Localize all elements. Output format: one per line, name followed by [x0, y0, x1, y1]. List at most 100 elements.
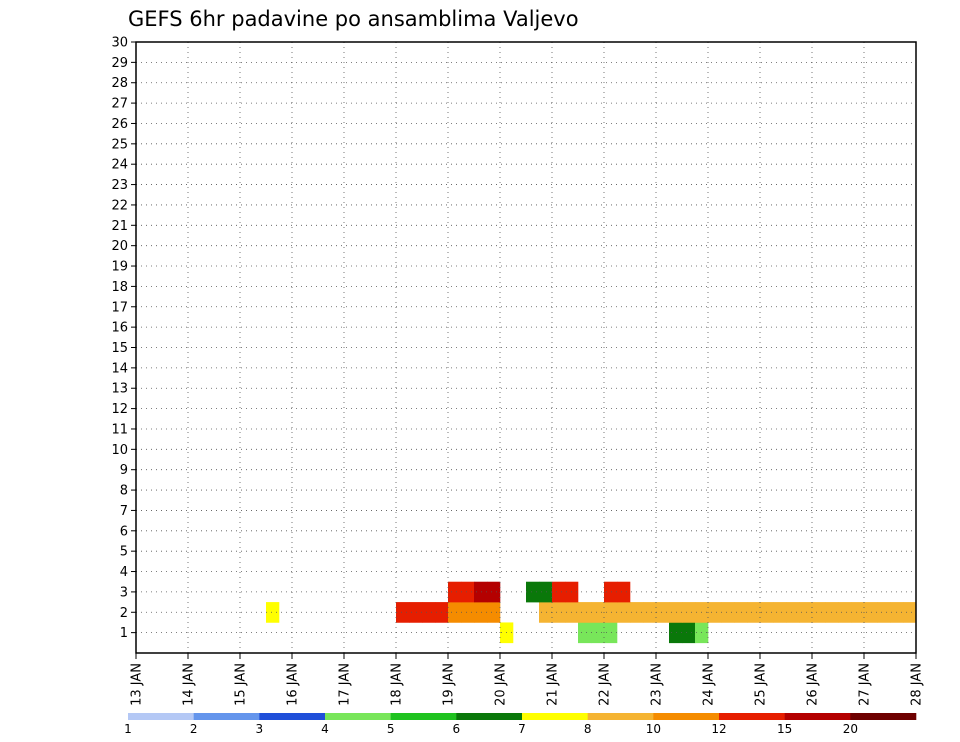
heatmap-cell [799, 602, 813, 623]
heatmap-cell [487, 602, 501, 623]
legend-color-swatch [522, 713, 588, 720]
heatmap-cell [708, 602, 722, 623]
legend-color-swatch [193, 713, 260, 720]
heatmap-cell [877, 602, 891, 623]
legend-level-label: 4 [321, 722, 329, 736]
y-axis-ticks: 1234567891011121314151617181920212223242… [111, 36, 136, 641]
legend-color-swatch [850, 713, 917, 720]
x-tick-label: 14 JAN [182, 663, 197, 706]
heatmap-cell [448, 602, 462, 623]
y-tick-label: 6 [120, 524, 128, 539]
y-tick-label: 7 [120, 504, 128, 519]
heatmap-cell [669, 602, 683, 623]
legend-level-label: 3 [256, 722, 264, 736]
x-tick-label: 17 JAN [338, 663, 353, 706]
heatmap-cell [578, 602, 592, 623]
heatmap-cell [747, 602, 761, 623]
y-tick-label: 16 [111, 321, 128, 336]
heatmap-cells [266, 581, 917, 644]
heatmap-cell [864, 602, 878, 623]
legend-level-label: 1 [124, 722, 132, 736]
x-tick-label: 26 JAN [806, 663, 821, 706]
x-tick-label: 27 JAN [858, 663, 873, 706]
y-tick-label: 19 [111, 260, 128, 275]
heatmap-cell [682, 602, 696, 623]
heatmap-cell [552, 602, 566, 623]
x-tick-label: 15 JAN [234, 663, 249, 706]
x-tick-label: 28 JAN [910, 663, 925, 706]
y-tick-label: 17 [111, 300, 128, 315]
heatmap-cell [773, 602, 787, 623]
legend-color-swatch [390, 713, 457, 720]
y-tick-label: 14 [111, 361, 128, 376]
heatmap-cell [617, 602, 631, 623]
heatmap-cell [682, 622, 696, 644]
heatmap-cell [604, 581, 618, 603]
y-tick-label: 30 [111, 36, 128, 51]
heatmap-cell [552, 581, 566, 603]
y-tick-label: 8 [120, 484, 128, 499]
heatmap-cell [669, 622, 683, 644]
y-tick-label: 10 [111, 443, 128, 458]
x-tick-label: 13 JAN [130, 663, 145, 706]
x-tick-label: 24 JAN [702, 663, 717, 706]
heatmap-cell [656, 602, 670, 623]
y-tick-label: 18 [111, 280, 128, 295]
heatmap-cell [409, 602, 423, 623]
x-axis-ticks: 13 JAN 14 JAN 15 JAN 16 JAN 17 JAN 18 JAN 19 J… [130, 653, 925, 706]
heatmap-cell [643, 602, 657, 623]
heatmap-cell [721, 602, 735, 623]
heatmap-cell [266, 602, 280, 623]
y-tick-label: 2 [120, 606, 128, 621]
chart-title: GEFS 6hr padavine po ansamblima Valjevo [128, 7, 579, 31]
y-tick-label: 13 [111, 382, 128, 397]
y-tick-label: 23 [111, 178, 128, 193]
y-tick-label: 26 [111, 117, 128, 132]
legend-color-swatch [259, 713, 326, 720]
legend-level-label: 2 [190, 722, 198, 736]
heatmap-cell [539, 581, 553, 603]
legend-level-label: 6 [453, 722, 461, 736]
heatmap-cell [838, 602, 852, 623]
heatmap-cell [461, 581, 475, 603]
y-tick-label: 24 [111, 158, 128, 173]
legend-color-swatch [128, 713, 194, 720]
legend-level-label: 5 [387, 722, 395, 736]
heatmap-cell [604, 602, 618, 623]
heatmap-cell [851, 602, 865, 623]
legend-level-label: 7 [518, 722, 526, 736]
heatmap-cell [539, 602, 553, 623]
y-tick-label: 5 [120, 545, 128, 560]
y-tick-label: 12 [111, 402, 128, 417]
legend-level-label: 12 [711, 722, 726, 736]
heatmap-cell [578, 622, 592, 644]
y-tick-label: 27 [111, 97, 128, 112]
grid-lines [136, 41, 916, 653]
legend-color-swatch [325, 713, 391, 720]
legend-color-swatch [719, 713, 785, 720]
y-tick-label: 28 [111, 76, 128, 91]
heatmap-cell [591, 622, 605, 644]
heatmap-cell [786, 602, 800, 623]
heatmap-cell [487, 581, 501, 603]
y-tick-label: 15 [111, 341, 128, 356]
y-tick-label: 9 [120, 463, 128, 478]
heatmap-cell [448, 581, 462, 603]
heatmap-cell [812, 602, 826, 623]
y-tick-label: 22 [111, 198, 128, 213]
heatmap-cell [591, 602, 605, 623]
x-tick-label: 18 JAN [390, 663, 405, 706]
heatmap-cell [903, 602, 917, 623]
legend-level-label: 15 [777, 722, 792, 736]
y-tick-label: 4 [120, 565, 128, 580]
x-tick-label: 25 JAN [754, 663, 769, 706]
legend-color-swatch [587, 713, 654, 720]
legend-level-label: 10 [646, 722, 661, 736]
y-tick-label: 1 [120, 626, 128, 641]
heatmap-cell [526, 581, 540, 603]
y-tick-label: 21 [111, 219, 128, 234]
legend-color-swatch [456, 713, 523, 720]
y-tick-label: 29 [111, 56, 128, 71]
heatmap-cell [474, 581, 488, 603]
